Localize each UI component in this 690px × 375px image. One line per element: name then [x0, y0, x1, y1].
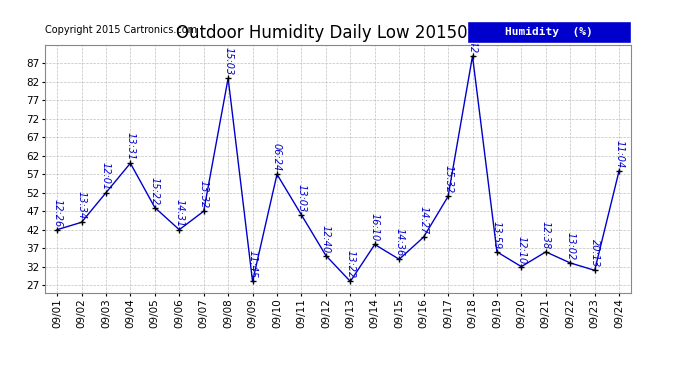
Text: 13:02: 13:02 [565, 232, 575, 260]
Text: 13:59: 13:59 [492, 221, 502, 249]
Text: 13:03: 13:03 [297, 184, 306, 212]
Text: Humidity  (%): Humidity (%) [505, 27, 593, 37]
Text: 15:22: 15:22 [150, 177, 160, 205]
Text: 13:22: 13:22 [345, 251, 355, 279]
Text: 13:34: 13:34 [77, 191, 86, 219]
Text: 12:10: 12:10 [516, 236, 526, 264]
Text: Copyright 2015 Cartronics.com: Copyright 2015 Cartronics.com [45, 25, 197, 35]
Text: 12:38: 12:38 [541, 221, 551, 249]
Text: 14:36: 14:36 [394, 228, 404, 256]
Text: 15:03: 15:03 [223, 47, 233, 75]
Text: 14:31: 14:31 [175, 199, 184, 227]
Text: 12:01: 12:01 [101, 162, 111, 190]
Text: 11:04: 11:04 [614, 140, 624, 168]
Text: 12:40: 12:40 [321, 225, 331, 253]
Text: 13:32: 13:32 [199, 180, 208, 209]
FancyBboxPatch shape [467, 21, 631, 42]
Text: 12:26: 12:26 [52, 199, 62, 227]
Text: 14:27: 14:27 [419, 206, 428, 234]
Text: 06:24: 06:24 [272, 143, 282, 171]
Text: 16:10: 16:10 [370, 213, 380, 242]
Text: 11:45: 11:45 [248, 251, 257, 279]
Text: 16:42: 16:42 [468, 25, 477, 53]
Text: 13:31: 13:31 [126, 132, 135, 160]
Title: Outdoor Humidity Daily Low 20150925: Outdoor Humidity Daily Low 20150925 [177, 24, 500, 42]
Text: 15:32: 15:32 [443, 165, 453, 194]
Text: 20:13: 20:13 [590, 239, 600, 267]
